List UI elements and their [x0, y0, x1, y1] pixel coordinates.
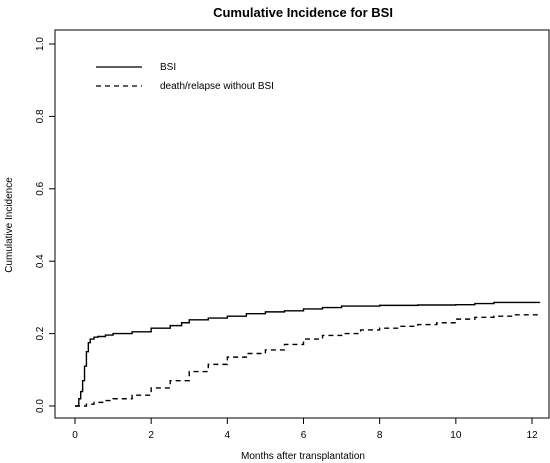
series-line-death-relapse [75, 312, 541, 407]
y-axis-label: Cumulative Incidence [4, 177, 15, 273]
x-axis-label: Months after transplantation [241, 451, 365, 462]
x-tick-label: 8 [377, 430, 383, 441]
x-axis: 0 2 4 6 8 10 12 [72, 417, 538, 441]
x-tick-label: 10 [450, 430, 462, 441]
plot-frame [54, 29, 550, 419]
x-tick-label: 2 [148, 430, 154, 441]
y-tick-label: 0.0 [35, 399, 46, 413]
y-tick-label: 0.6 [35, 181, 46, 195]
x-tick-label: 0 [72, 430, 78, 441]
y-tick-label: 0.4 [35, 254, 46, 268]
series-layer [75, 301, 541, 407]
y-tick-label: 0.8 [35, 109, 46, 123]
legend-label-death-relapse: death/relapse without BSI [160, 81, 274, 92]
y-axis: 0.0 0.2 0.4 0.6 0.8 1.0 [35, 37, 56, 413]
x-tick-label: 6 [301, 430, 307, 441]
y-tick-label: 1.0 [35, 37, 46, 51]
legend: BSI death/relapse without BSI [96, 62, 274, 92]
chart-title: Cumulative Incidence for BSI [213, 5, 393, 20]
x-tick-label: 4 [225, 430, 231, 441]
y-tick-label: 0.2 [35, 326, 46, 340]
series-line-bsi [75, 301, 541, 407]
legend-label-bsi: BSI [160, 62, 176, 73]
x-tick-label: 12 [526, 430, 538, 441]
